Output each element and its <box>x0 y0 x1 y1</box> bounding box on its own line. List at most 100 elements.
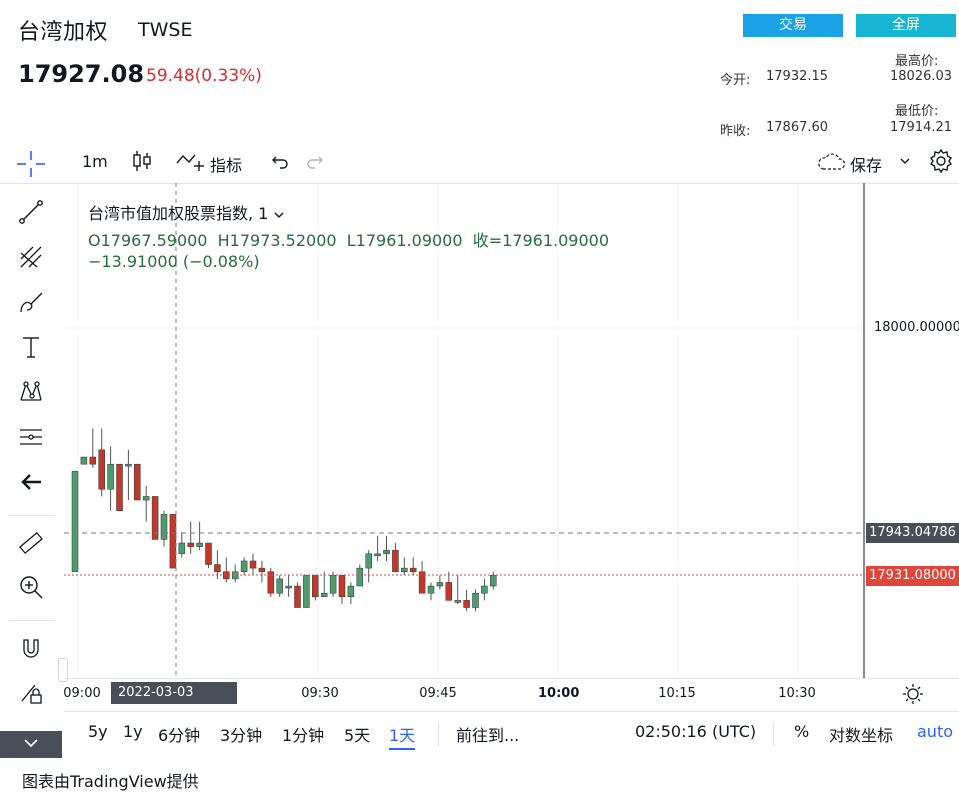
percent-scale-toggle[interactable]: % <box>794 722 810 741</box>
high-value: 18026.03 <box>890 69 953 84</box>
text-tool-icon[interactable] <box>12 330 50 364</box>
candle <box>151 496 159 540</box>
candle <box>436 575 444 590</box>
lock-drawing-icon[interactable] <box>12 676 50 710</box>
candle <box>383 535 390 561</box>
range-button[interactable]: 1y <box>123 722 143 741</box>
candle-body <box>383 549 390 555</box>
chevron-down-icon[interactable] <box>898 153 912 172</box>
trade-button[interactable]: 交易 <box>743 14 843 37</box>
toolbar-handle[interactable] <box>58 658 68 682</box>
candle <box>392 543 399 572</box>
settings-gear-icon[interactable] <box>928 148 954 178</box>
candle-body <box>356 567 364 587</box>
candle-body <box>347 585 355 598</box>
measure-levels-icon[interactable] <box>12 420 50 454</box>
x-tick-label: 10:00 <box>538 686 580 701</box>
range-button[interactable]: 6分钟 <box>158 726 201 745</box>
price-label-crosshair: 17943.04786 <box>866 523 959 543</box>
range-button[interactable]: 1分钟 <box>282 726 325 745</box>
candle-body <box>134 463 141 501</box>
open-label: 今开: <box>720 73 751 88</box>
x-tick-label: 09:45 <box>419 686 457 701</box>
trend-line-icon[interactable] <box>12 195 50 229</box>
candle-body <box>125 463 132 467</box>
candle <box>267 568 275 597</box>
prev-close-value: 17867.60 <box>766 120 829 135</box>
magnet-icon[interactable] <box>12 632 50 666</box>
candle-body <box>401 567 408 572</box>
cloud-save-icon[interactable] <box>815 151 847 177</box>
candle-body <box>418 571 426 594</box>
candle <box>98 428 105 497</box>
log-scale-toggle[interactable]: 对数坐标 <box>829 726 894 745</box>
crosshair-time-label: 2022-03-03 09:12 <box>111 682 237 722</box>
goto-date-button[interactable]: 前往到... <box>456 726 520 745</box>
candle-body <box>249 560 257 569</box>
undo-icon[interactable] <box>270 151 290 175</box>
candle <box>481 578 488 601</box>
range-button[interactable]: 3分钟 <box>220 726 263 745</box>
prev-close-label: 昨收: <box>720 124 751 139</box>
low-value: 17914.21 <box>890 120 953 135</box>
range-button[interactable]: 5天 <box>344 726 371 745</box>
candle-body <box>436 582 444 587</box>
candlestick-chart[interactable] <box>64 183 959 711</box>
range-button[interactable]: 5y <box>88 722 108 741</box>
candle-body <box>89 456 97 465</box>
candle <box>160 510 168 547</box>
candle <box>89 428 97 468</box>
crosshair-tool-icon[interactable] <box>14 147 50 181</box>
candle-type-icon[interactable] <box>131 149 153 177</box>
collapse-toolbar-button[interactable] <box>0 731 62 758</box>
candle-body <box>427 585 435 594</box>
candle <box>169 514 177 569</box>
interval-selector[interactable]: 1m <box>82 152 108 171</box>
pattern-tool-icon[interactable] <box>12 375 50 409</box>
save-button[interactable]: 保存 <box>850 156 883 175</box>
candle-body <box>338 575 346 598</box>
candle <box>401 557 408 576</box>
candle-body <box>472 592 479 608</box>
auto-scale-toggle[interactable]: auto <box>917 722 954 741</box>
candle <box>134 463 141 501</box>
candle <box>347 582 355 604</box>
high-label: 最高价: <box>895 54 939 69</box>
indicators-icon[interactable] <box>175 149 207 177</box>
candle <box>205 542 212 569</box>
candle-body <box>463 600 470 608</box>
legend-ohlc: O17967.59000 H17973.52000 L17961.09000 收… <box>88 231 609 250</box>
arrow-left-icon[interactable] <box>12 465 50 499</box>
legend-title[interactable]: 台湾市值加权股票指数, 1 <box>88 200 285 224</box>
indicators-button[interactable]: 指标 <box>210 156 243 175</box>
legend-chevron-icon <box>274 212 284 218</box>
pitchfork-icon[interactable] <box>12 240 50 274</box>
candle-body <box>320 592 328 598</box>
candle <box>418 560 426 594</box>
utc-clock[interactable]: 02:50:16 (UTC) <box>635 722 757 741</box>
range-button[interactable]: 1天 <box>389 726 416 745</box>
symbol-label: TWSE <box>138 19 193 41</box>
ruler-icon[interactable] <box>12 526 50 560</box>
candle <box>223 557 230 583</box>
candle <box>472 589 479 612</box>
candle <box>285 575 292 597</box>
candle-body <box>169 514 177 569</box>
zoom-in-icon[interactable] <box>12 570 50 604</box>
fullscreen-button[interactable]: 全屏 <box>856 14 956 37</box>
redo-icon[interactable] <box>305 151 325 175</box>
candle <box>338 575 346 604</box>
candle-body <box>107 463 114 490</box>
x-tick-label: 10:30 <box>778 686 816 701</box>
candle <box>80 456 88 465</box>
brush-icon[interactable] <box>12 285 50 319</box>
y-tick-label: 18000.00000 <box>874 320 959 335</box>
candle-body <box>285 585 292 589</box>
auto-scale-sun-icon[interactable] <box>902 683 924 709</box>
candle-body <box>196 542 203 547</box>
candle-body <box>187 542 194 547</box>
candle-body <box>160 514 168 540</box>
candle <box>258 560 266 583</box>
candle <box>107 446 114 511</box>
candle <box>214 550 221 579</box>
